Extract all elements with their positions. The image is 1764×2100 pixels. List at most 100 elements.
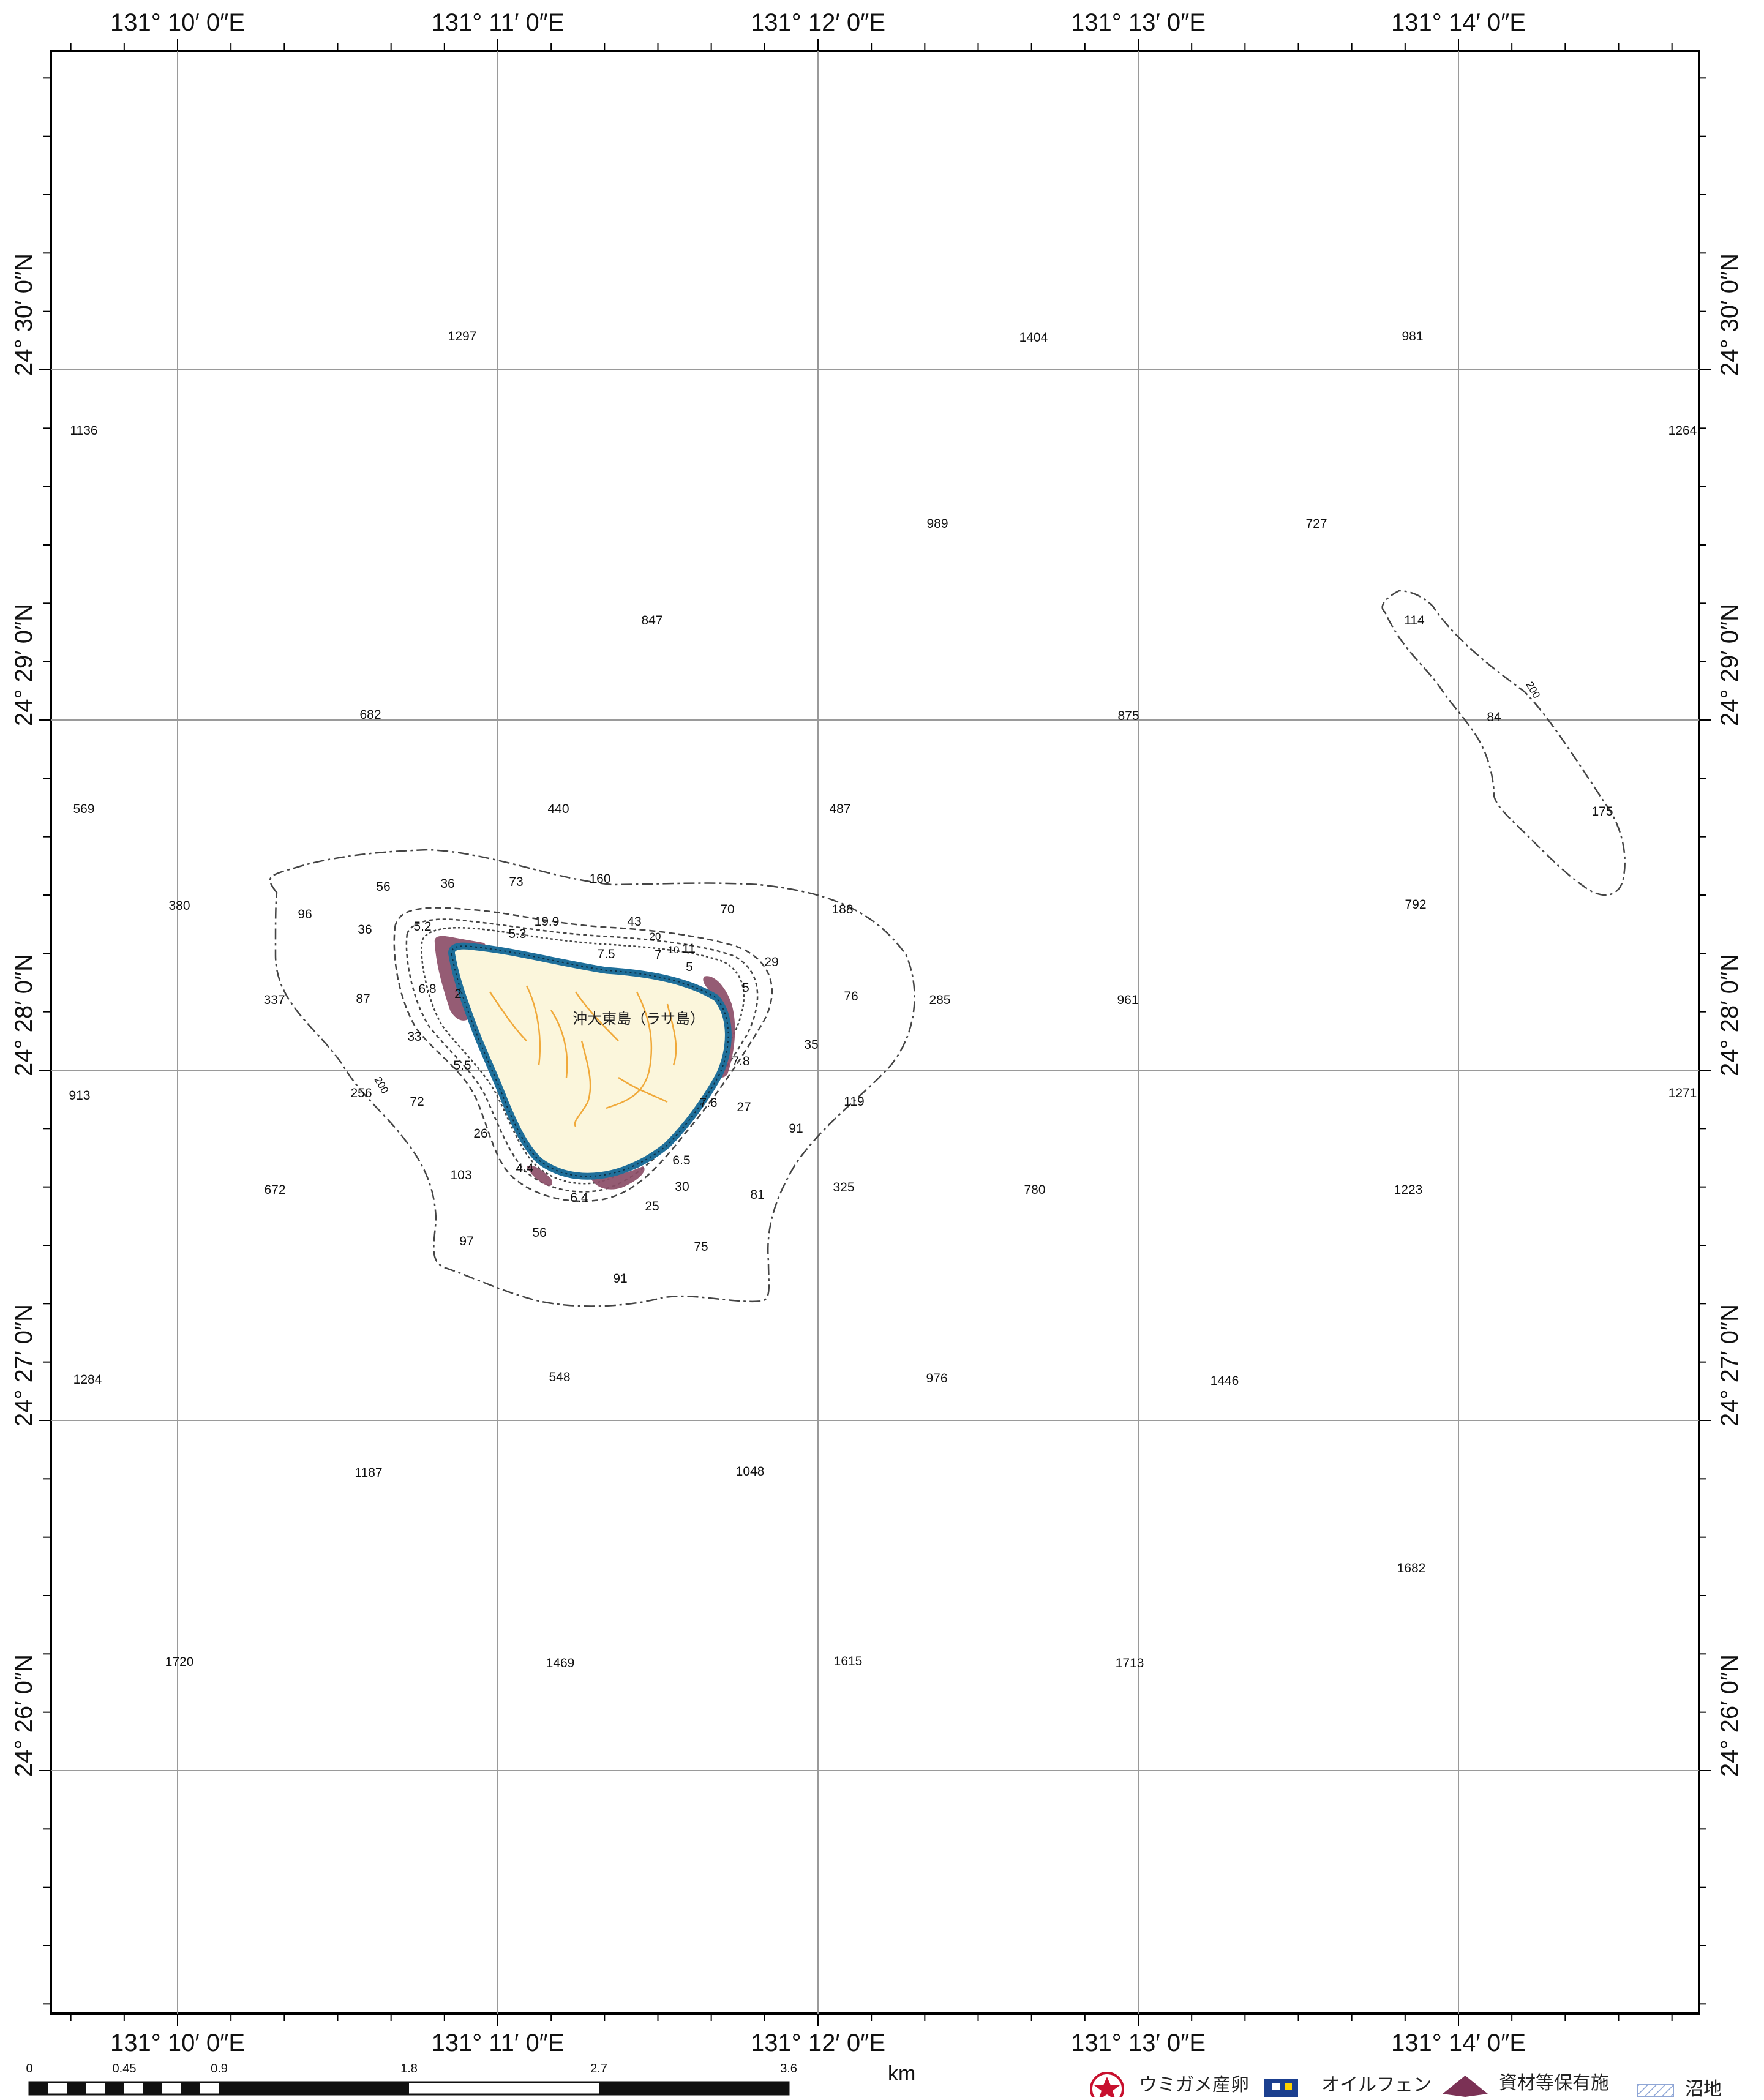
scale-tick-label: 0 xyxy=(26,2062,32,2076)
longitude-label: 131° 12′ 0″E xyxy=(751,9,885,36)
scale-tick-label: 3.6 xyxy=(780,2062,797,2076)
depth-sounding: 1615 xyxy=(834,1654,863,1668)
depth-sounding: 96 xyxy=(298,907,312,921)
depth-sounding: 4.4 xyxy=(516,1161,534,1176)
depth-sounding: 7.6 xyxy=(699,1096,717,1110)
legend: ウミガメ産卵 オイルフェン 資材等保有施 沼地 xyxy=(1090,2072,1722,2100)
reef-contour-200m xyxy=(1381,590,1626,896)
depth-sounding: 56 xyxy=(376,880,390,894)
longitude-label: 131° 14′ 0″E xyxy=(1391,2030,1526,2057)
depth-sounding: 30 xyxy=(675,1180,689,1194)
contour-200m xyxy=(269,849,915,1307)
depth-sounding: 672 xyxy=(264,1183,285,1197)
depth-sounding: 1682 xyxy=(1397,1561,1426,1575)
depth-sounding: 7.8 xyxy=(732,1054,749,1068)
depth-sounding: 160 xyxy=(589,872,610,886)
island-land xyxy=(451,946,729,1177)
streams xyxy=(489,985,677,1127)
depth-sounding: 76 xyxy=(844,989,858,1003)
depth-sounding: 569 xyxy=(73,802,94,816)
depth-sounding: 1264 xyxy=(1668,424,1697,438)
depth-sounding: 19.9 xyxy=(535,915,560,929)
scale-tick-label: 2.7 xyxy=(590,2062,607,2076)
depth-sounding: 36 xyxy=(440,877,454,891)
depth-sounding: 72 xyxy=(410,1095,424,1109)
scale-tick-label: 1.8 xyxy=(400,2062,418,2076)
island-name-label: 沖大東島（ラサ島） xyxy=(572,1011,705,1027)
depth-sounding: 5.2 xyxy=(413,920,431,934)
sea-turtle-nesting-icon xyxy=(1090,2072,1124,2100)
longitude-label: 131° 13′ 0″E xyxy=(1071,2030,1206,2057)
depth-sounding: 91 xyxy=(613,1272,627,1286)
depth-sounding: 5 xyxy=(742,981,749,995)
longitude-label: 131° 12′ 0″E xyxy=(751,2030,885,2057)
depth-sounding: 7 xyxy=(655,948,662,962)
depth-sounding: 256 xyxy=(350,1086,372,1100)
latitude-label: 24° 30′ 0″N xyxy=(10,253,37,376)
materials-facility-icon xyxy=(1443,2076,1488,2097)
longitude-labels-bottom: 131° 10′ 0″E 131° 11′ 0″E 131° 12′ 0″E 131°… xyxy=(110,2030,1526,2057)
longitude-labels-top: 131° 10′ 0″E 131° 11′ 0″E 131° 12′ 0″E 131°… xyxy=(110,9,1526,36)
depth-sounding: 119 xyxy=(844,1095,864,1109)
depth-sounding: 5.3 xyxy=(508,927,526,941)
depth-sounding: 780 xyxy=(1024,1183,1045,1197)
depth-sounding: 1469 xyxy=(546,1656,575,1670)
depth-sounding: 285 xyxy=(929,993,950,1007)
depth-sounding: 84 xyxy=(1487,710,1501,724)
depth-sounding: 91 xyxy=(789,1122,803,1136)
depth-sounding: 35 xyxy=(804,1038,818,1052)
depth-sounding: 56 xyxy=(532,1226,546,1240)
depth-sounding: 6.4 xyxy=(570,1191,588,1205)
depth-sounding: 26 xyxy=(473,1127,487,1141)
longitude-label: 131° 11′ 0″E xyxy=(431,9,564,36)
depth-sounding: 981 xyxy=(1402,329,1423,343)
longitude-label: 131° 14′ 0″E xyxy=(1391,9,1526,36)
depth-sounding: 792 xyxy=(1405,898,1426,912)
scale-bar: 0 0.45 0.9 1.8 2.7 3.6 km xyxy=(26,2062,915,2096)
depth-sounding: 81 xyxy=(750,1188,764,1202)
depth-sounding: 1048 xyxy=(736,1464,765,1479)
depth-sounding: 440 xyxy=(547,802,569,816)
depth-sounding: 1284 xyxy=(73,1373,102,1387)
contour-100m xyxy=(393,907,773,1202)
depth-sounding: 175 xyxy=(1591,804,1613,819)
depth-sounding: 727 xyxy=(1305,517,1327,531)
depth-sounding: 25 xyxy=(645,1199,659,1213)
latitude-label: 24° 29′ 0″N xyxy=(1716,604,1743,726)
latitude-labels-left: 24° 30′ 0″N 24° 29′ 0″N 24° 28′ 0″N 24° 27′… xyxy=(10,253,37,1777)
depth-sounding: 10 xyxy=(668,944,680,956)
marsh-icon xyxy=(1637,2084,1674,2098)
longitude-label: 131° 10′ 0″E xyxy=(110,9,245,36)
depth-sounding: 7.5 xyxy=(597,947,615,961)
graticule xyxy=(51,51,1699,2014)
depth-sounding: 73 xyxy=(509,875,523,889)
depth-sounding: 1720 xyxy=(165,1655,194,1669)
depth-sounding: 2 xyxy=(454,987,462,1001)
depth-sounding: 11 xyxy=(682,942,696,956)
latitude-label: 24° 27′ 0″N xyxy=(10,1304,37,1427)
depth-sounding: 27 xyxy=(737,1100,751,1114)
depth-sounding: 487 xyxy=(829,802,850,816)
depth-sounding: 1136 xyxy=(70,424,97,438)
depth-sounding: 43 xyxy=(627,915,641,929)
scale-unit: km xyxy=(888,2062,915,2085)
depth-sounding: 875 xyxy=(1117,709,1139,723)
latitude-label: 24° 27′ 0″N xyxy=(1716,1304,1743,1427)
frame-ticks xyxy=(39,39,1711,2026)
depth-sounding: 5 xyxy=(686,960,693,974)
map-frame xyxy=(50,50,1700,2015)
depth-sounding: 87 xyxy=(356,992,370,1006)
depth-sounding: 548 xyxy=(549,1370,570,1384)
depth-sounding: 6.8 xyxy=(418,982,436,996)
depth-sounding: 1446 xyxy=(1210,1374,1239,1388)
depth-sounding: 913 xyxy=(69,1089,90,1103)
latitude-label: 24° 29′ 0″N xyxy=(10,604,37,726)
depth-sounding: 325 xyxy=(833,1180,854,1194)
depth-sounding: 1404 xyxy=(1019,331,1048,345)
latitude-labels-right: 24° 30′ 0″N 24° 29′ 0″N 24° 28′ 0″N 24° 27′… xyxy=(1716,253,1743,1777)
longitude-label: 131° 10′ 0″E xyxy=(110,2030,245,2057)
depth-sounding: 380 xyxy=(168,899,190,913)
oil-fence-icon xyxy=(1264,2079,1298,2097)
